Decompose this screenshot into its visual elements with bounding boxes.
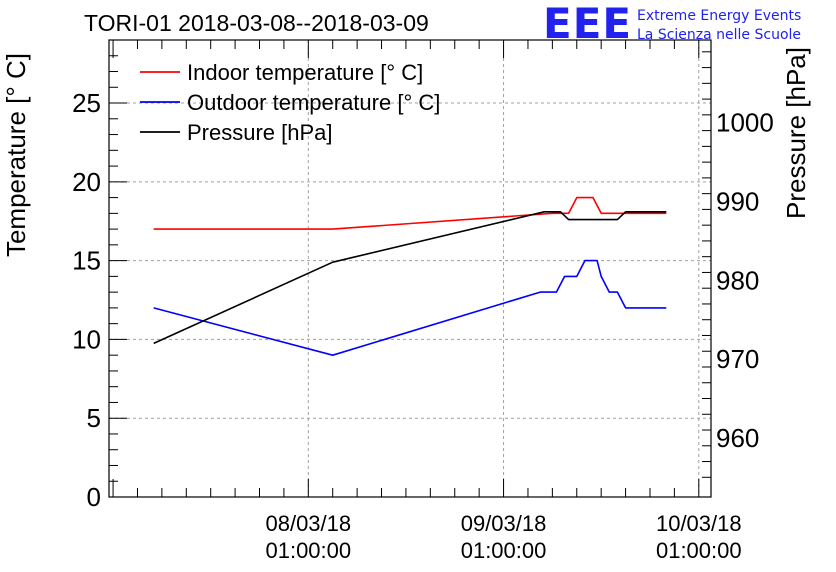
y-tick-label: 20	[72, 167, 101, 197]
grid-lines	[109, 40, 711, 497]
x-tick-date: 08/03/18	[265, 511, 351, 536]
y-tick-label: 10	[72, 324, 101, 354]
y2-tick-label: 990	[716, 187, 759, 217]
axes	[109, 39, 711, 498]
series-lines	[153, 196, 667, 357]
legend-label: Indoor temperature [° C]	[187, 60, 423, 85]
plot-frame	[108, 39, 712, 498]
x-tick-time: 01:00:00	[656, 538, 742, 563]
x-tick-date: 10/03/18	[656, 511, 742, 536]
x-tick-time: 01:00:00	[265, 538, 351, 563]
y-axis-label: Temperature [° C]	[1, 53, 31, 257]
eee-logo: EEE Extreme Energy Events La Scienza nel…	[543, 0, 801, 48]
tick-labels: 0510152025960970980990100008/03/1801:00:…	[72, 88, 774, 563]
legend: Indoor temperature [° C] Outdoor temperat…	[140, 60, 440, 145]
legend-label: Outdoor temperature [° C]	[187, 90, 440, 115]
chart-title: TORI-01 2018-03-08--2018-03-09	[84, 10, 429, 36]
y-tick-label: 15	[72, 246, 101, 276]
eee-logo-line2: La Scienza nelle Scuole	[637, 27, 801, 43]
outdoor-temperature-line	[153, 259, 667, 357]
y2-tick-label: 960	[716, 423, 759, 453]
pressure-line	[153, 211, 667, 345]
y2-tick-label: 970	[716, 344, 759, 374]
y-tick-label: 0	[87, 482, 101, 512]
eee-logo-mark: EEE	[543, 0, 632, 48]
y2-axis-label: Pressure [hPa]	[781, 47, 811, 219]
y2-tick-label: 980	[716, 265, 759, 295]
eee-logo-line1: Extreme Energy Events	[637, 8, 801, 24]
x-tick-time: 01:00:00	[461, 538, 547, 563]
y-tick-label: 5	[87, 403, 101, 433]
indoor-temperature-line	[153, 196, 667, 230]
x-tick-date: 09/03/18	[461, 511, 547, 536]
legend-label: Pressure [hPa]	[187, 120, 333, 145]
y2-tick-label: 1000	[716, 108, 774, 138]
y-tick-label: 25	[72, 88, 101, 118]
